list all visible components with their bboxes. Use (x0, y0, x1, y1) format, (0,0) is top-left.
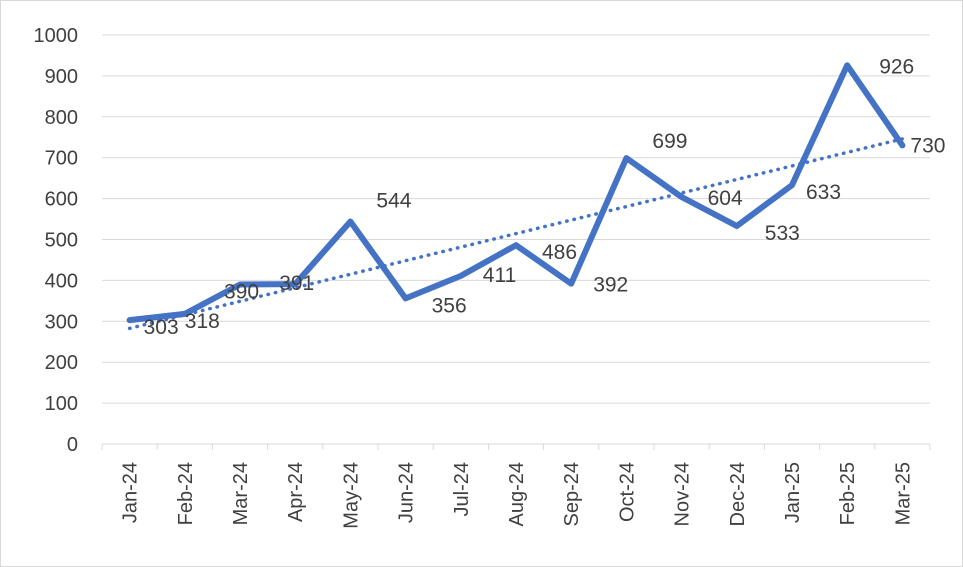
x-tick-label: Jun-24 (396, 462, 418, 523)
x-tick-label: Sep-24 (561, 462, 583, 527)
data-label: 411 (483, 264, 516, 287)
gridlines (102, 34, 930, 404)
y-tick-label: 400 (45, 270, 78, 292)
data-label: 533 (765, 222, 800, 245)
x-tick-label: Feb-24 (175, 462, 197, 525)
y-tick-label: 700 (45, 148, 78, 170)
series-layer (126, 62, 906, 324)
x-tick-label: Aug-24 (506, 462, 528, 527)
y-tick-label: 300 (45, 311, 78, 333)
y-tick-label: 200 (45, 352, 78, 374)
x-tick-label: Feb-25 (837, 462, 859, 525)
data-label: 544 (376, 190, 411, 213)
axes (101, 443, 931, 450)
y-tick-label: 100 (45, 393, 78, 415)
y-tick-label: 1000 (34, 25, 79, 47)
data-label: 604 (708, 187, 743, 210)
y-tick-label: 900 (45, 66, 78, 88)
x-tick-label: Oct-24 (616, 462, 638, 522)
x-axis-tick-labels: Jan-24 Feb-24 Mar-24 Apr-24 May-24 Jun-24 Jul-… (120, 462, 915, 529)
x-tick-label: May-24 (340, 462, 362, 529)
data-label: 392 (593, 274, 628, 297)
x-tick-label: Jan-25 (782, 462, 804, 523)
y-tick-label: 800 (45, 107, 78, 129)
x-tick-label: Mar-25 (892, 462, 914, 525)
x-tick-label: Jul-24 (451, 462, 473, 516)
x-tick-label: Nov-24 (672, 462, 694, 526)
trendline (127, 137, 905, 331)
data-label: 486 (542, 241, 577, 264)
data-label: 318 (185, 310, 220, 333)
y-axis-tick-labels: 0 100 200 300 400 500 600 700 800 900 1000 (34, 25, 79, 456)
x-tick-label: Jan-24 (120, 462, 142, 523)
data-label: 390 (224, 280, 259, 303)
data-label: 699 (652, 130, 687, 153)
y-tick-label: 0 (67, 434, 78, 456)
data-label: 926 (879, 55, 914, 78)
x-tick-label: Dec-24 (727, 462, 749, 526)
trendline-layer (127, 137, 905, 331)
data-label: 633 (806, 181, 841, 204)
x-tick-label: Mar-24 (230, 462, 252, 525)
y-tick-label: 500 (45, 230, 78, 252)
x-tick-label: Apr-24 (285, 462, 307, 522)
data-label: 730 (910, 134, 945, 157)
data-label: 356 (432, 294, 467, 317)
data-label: 303 (144, 316, 179, 339)
data-label: 391 (279, 272, 314, 295)
y-tick-label: 600 (45, 189, 78, 211)
